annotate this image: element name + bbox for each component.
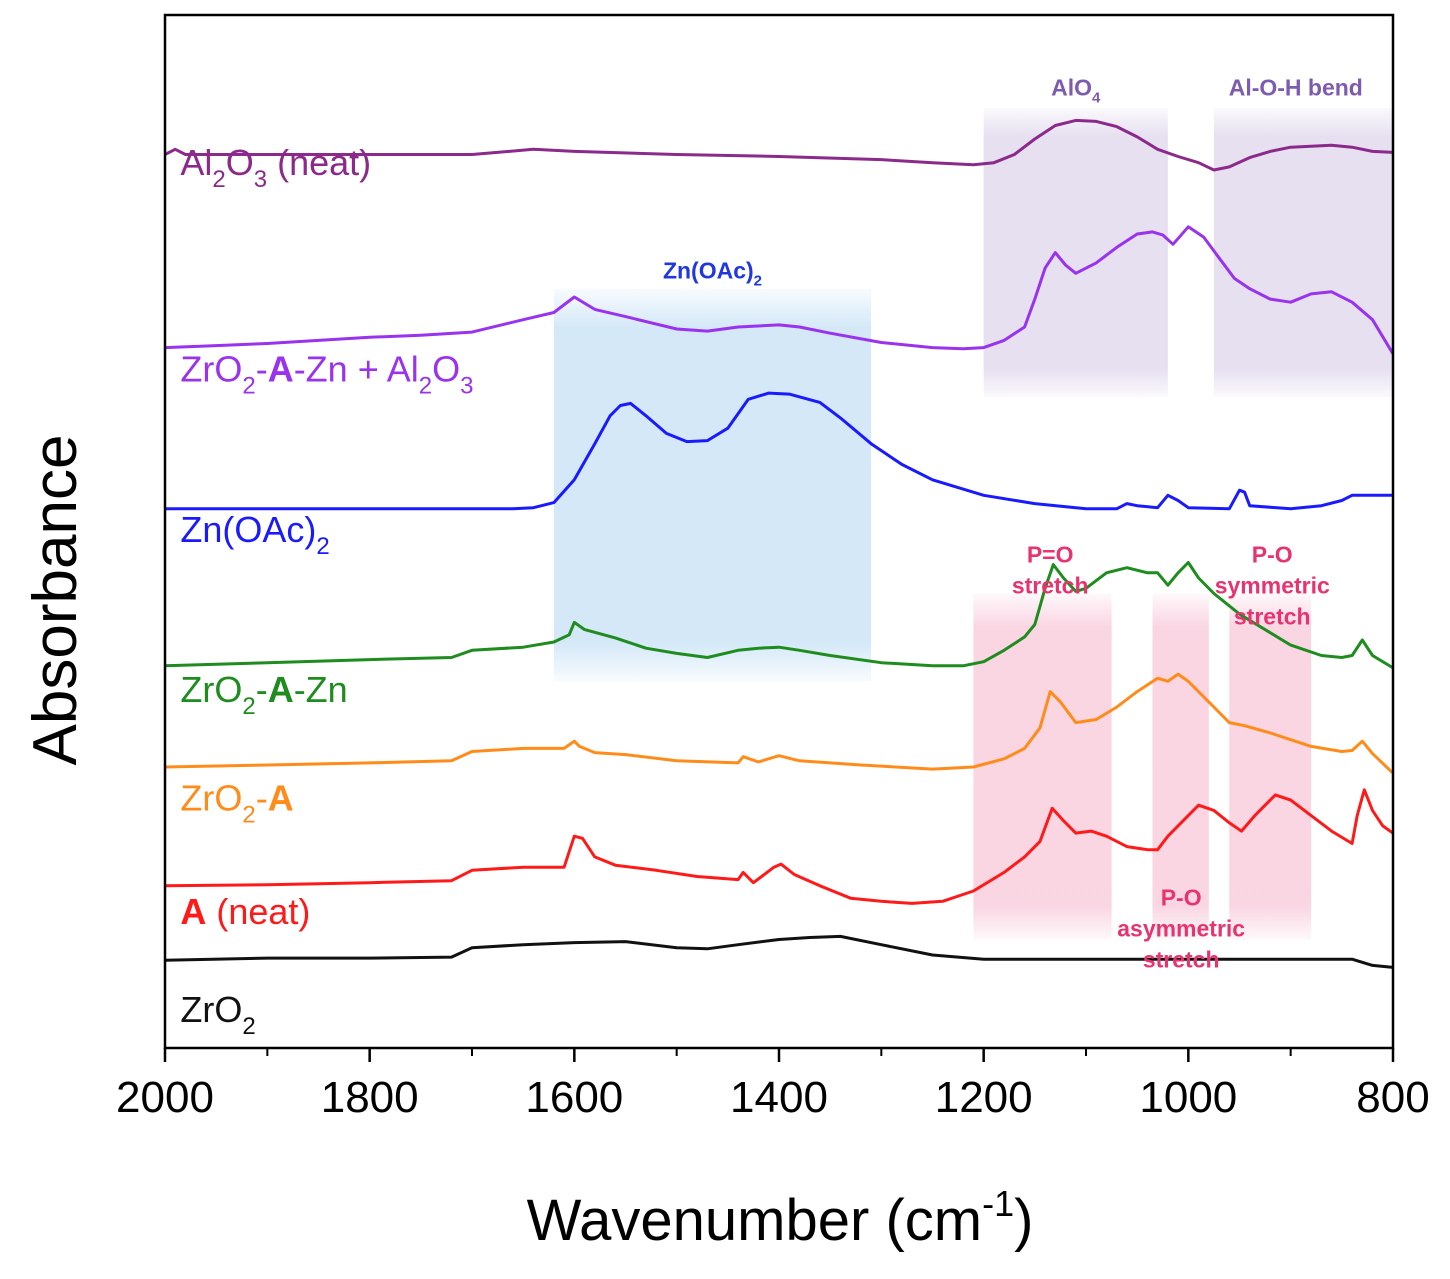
p-o-sym-label-line1-text: P-O: [1252, 541, 1293, 567]
x-tick-label-800: 800: [1356, 1073, 1429, 1122]
p-o-asym-label-line2: asymmetric: [1117, 915, 1245, 941]
label-zro2-a-part-3: A: [268, 777, 294, 818]
x-axis-label-main: Wavenumber (cm: [527, 1188, 983, 1253]
al-o-h-bend-region-label-text: Al-O-H bend: [1229, 75, 1363, 101]
series-line-zro2: [164, 934, 1394, 969]
p-o-asym-label-line1-text: P-O: [1161, 884, 1202, 910]
label-al2o3-part-2: O: [226, 142, 254, 183]
label-zro2-a-zn-al2o3-part-5: 2: [419, 373, 432, 400]
label-al2o3-part-4: (neat): [267, 142, 371, 183]
spectra-series: [164, 118, 1395, 969]
label-al2o3: Al2O3 (neat): [180, 142, 371, 193]
p-o-stretch-label-line2-text: stretch: [1012, 572, 1089, 598]
x-axis-ticks: 2000 1800 1600 1400 1200 1000 800: [116, 1048, 1430, 1122]
zn-oac2-region-label: Zn(OAc)2: [663, 257, 762, 289]
x-axis-label-close: ): [1014, 1188, 1033, 1253]
label-zro2-a-part-0: ZrO: [180, 777, 242, 818]
label-zro2-a-zn-part-0: ZrO: [180, 669, 242, 710]
label-zro2: ZrO2: [180, 989, 255, 1040]
y-axis-label: Absorbance: [21, 435, 90, 766]
series-line-zn-oac-2: [165, 391, 1393, 511]
series-line-al2o3-neat: [164, 118, 1394, 172]
p-o-sym-stretch-band: [1229, 593, 1312, 940]
label-zro2-a-part-2: -: [256, 777, 268, 818]
x-tick-label-1800: 1800: [321, 1073, 419, 1122]
x-tick-label-1600: 1600: [525, 1073, 623, 1122]
series-line-zro2-a-zn-al2o3: [164, 225, 1395, 355]
region-labels: Zn(OAc)2 AlO4 Al-O-H bend P=O stretch P-O symm…: [663, 75, 1363, 973]
alo4-band: [983, 107, 1168, 398]
p-o-asym-label-line3: stretch: [1143, 946, 1220, 972]
label-zro2-a-zn-al2o3-part-1: 2: [242, 373, 255, 400]
zn-oac2-region-label-subscript: 2: [754, 272, 762, 289]
p-o-asym-label-line1: P-O: [1161, 884, 1202, 910]
label-zro2-a-zn-al2o3-part-4: -Zn + Al: [294, 349, 419, 390]
shaded-regions: [553, 107, 1393, 940]
label-zro2-a-zn-part-2: -: [256, 669, 268, 710]
zn-oac2-band: [553, 288, 872, 682]
label-zn-oac2-part-0: Zn(OAc): [180, 509, 316, 550]
label-zro2-a-zn-al2o3-part-0: ZrO: [180, 349, 242, 390]
label-zro2-part-1: 2: [242, 1013, 255, 1040]
label-zro2-a: ZrO2-A: [180, 777, 293, 828]
x-tick-label-1000: 1000: [1139, 1073, 1237, 1122]
p-o-sym-label-line2-text: symmetric: [1215, 572, 1330, 598]
p-o-stretch-label-line1-text: P=O: [1027, 541, 1074, 567]
alo4-region-label-text: AlO: [1051, 75, 1092, 101]
label-al2o3-part-0: Al: [180, 142, 212, 183]
p-o-sym-label-line3-text: stretch: [1234, 603, 1311, 629]
p-o-stretch-label-line1: P=O: [1027, 541, 1074, 567]
label-zn-oac2-part-1: 2: [316, 533, 329, 560]
zn-oac2-region-label-text: Zn(OAc): [663, 257, 754, 283]
p-o-stretch-label-line2: stretch: [1012, 572, 1089, 598]
p-o-sym-label-line3: stretch: [1234, 603, 1311, 629]
al-o-h-bend-region-label: Al-O-H bend: [1229, 75, 1363, 101]
label-zro2-a-zn-al2o3-part-7: 3: [460, 373, 473, 400]
label-zn-oac2: Zn(OAc)2: [180, 509, 329, 560]
series-line-zro2-a-zn: [164, 561, 1394, 670]
p-o-sym-label-line1: P-O: [1252, 541, 1293, 567]
al-o-h-bend-band: [1213, 107, 1393, 398]
label-zro2-a-zn-part-3: A: [268, 669, 294, 710]
label-al2o3-part-3: 3: [254, 166, 267, 193]
x-axis-label-sup: -1: [982, 1183, 1014, 1224]
label-zro2-a-zn-part-4: -Zn: [294, 669, 348, 710]
label-al2o3-part-1: 2: [212, 166, 225, 193]
label-zro2-a-zn-al2o3: ZrO2-A-Zn + Al2O3: [180, 349, 473, 400]
p-o-asym-label-line2-text: asymmetric: [1117, 915, 1245, 941]
p-o-asym-label-line3-text: stretch: [1143, 946, 1220, 972]
x-axis-label: Wavenumber (cm-1): [527, 1183, 1034, 1253]
label-a-neat-part-0: A: [180, 891, 206, 932]
label-zro2-a-zn-al2o3-part-2: -: [256, 349, 268, 390]
alo4-region-label-subscript: 4: [1092, 90, 1101, 107]
label-zro2-a-zn: ZrO2-A-Zn: [180, 669, 347, 720]
label-zro2-a-zn-al2o3-part-3: A: [268, 349, 294, 390]
p-o-sym-label-line2: symmetric: [1215, 572, 1330, 598]
label-zro2-part-0: ZrO: [180, 989, 242, 1030]
series-line-zro2-a: [164, 672, 1395, 775]
alo4-region-label: AlO4: [1051, 75, 1101, 107]
x-tick-label-1400: 1400: [730, 1073, 828, 1122]
x-tick-label-2000: 2000: [116, 1073, 214, 1122]
x-tick-label-1200: 1200: [935, 1073, 1033, 1122]
label-zro2-a-zn-al2o3-part-6: O: [432, 349, 460, 390]
label-a-neat: A (neat): [180, 891, 310, 932]
label-a-neat-part-1: (neat): [206, 891, 310, 932]
label-zro2-a-zn-part-1: 2: [242, 693, 255, 720]
p-o-stretch-band: [973, 593, 1112, 940]
p-o-asym-stretch-band: [1152, 593, 1209, 940]
label-zro2-a-part-1: 2: [242, 801, 255, 828]
series-line-a-neat: [164, 788, 1394, 905]
series-labels: Al2O3 (neat)ZrO2-A-Zn + Al2O3Zn(OAc)2ZrO…: [180, 142, 473, 1040]
